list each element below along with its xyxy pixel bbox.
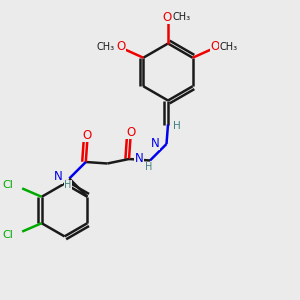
Text: H: H (145, 162, 152, 172)
Text: O: O (162, 11, 171, 24)
Text: O: O (126, 125, 135, 139)
Text: CH₃: CH₃ (97, 42, 115, 52)
Text: H: H (172, 121, 180, 131)
Text: CH₃: CH₃ (172, 12, 190, 22)
Text: O: O (83, 128, 92, 142)
Text: H: H (64, 180, 71, 190)
Text: O: O (116, 40, 125, 53)
Text: Cl: Cl (2, 230, 13, 240)
Text: N: N (54, 170, 63, 184)
Text: O: O (211, 40, 220, 53)
Text: Cl: Cl (2, 180, 13, 190)
Text: N: N (135, 152, 143, 166)
Text: CH₃: CH₃ (219, 42, 237, 52)
Text: N: N (151, 136, 159, 150)
